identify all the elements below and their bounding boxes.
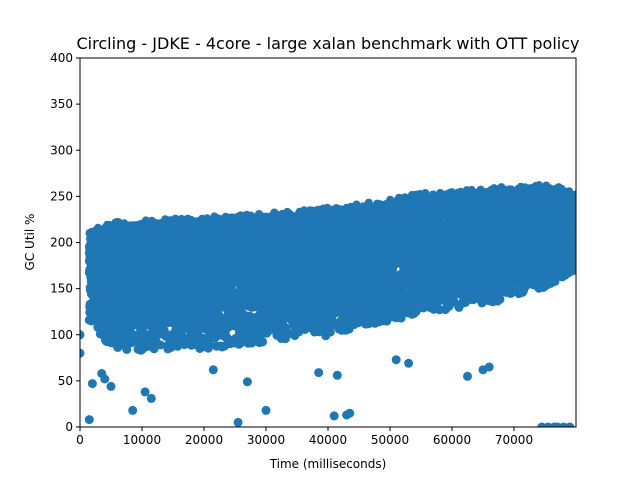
chart-title: Circling - JDKE - 4core - large xalan be… <box>77 34 580 53</box>
data-point <box>163 311 173 321</box>
data-point <box>217 330 227 340</box>
data-point <box>213 315 223 325</box>
data-points <box>80 181 576 427</box>
data-point <box>454 302 464 312</box>
